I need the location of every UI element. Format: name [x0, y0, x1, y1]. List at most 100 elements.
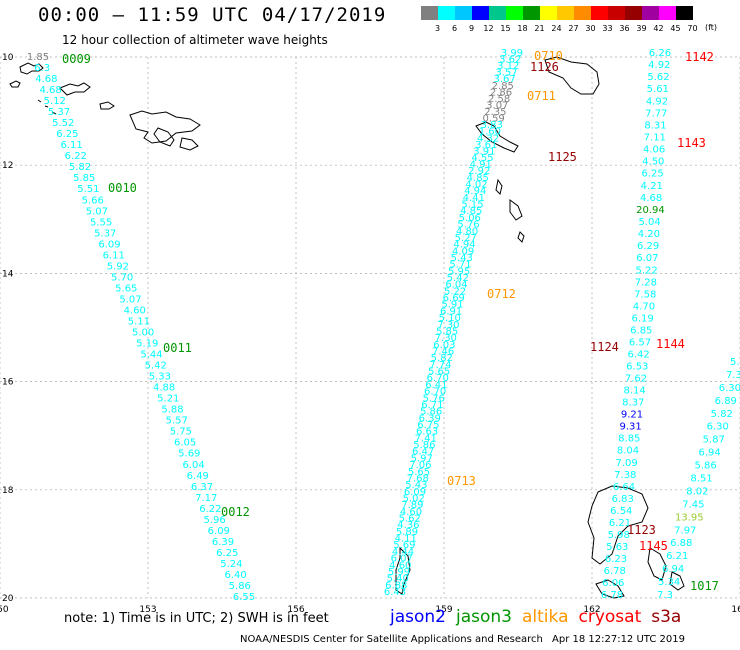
wave-height-value: 5.43	[405, 480, 427, 491]
wave-height-value: 6.89	[715, 396, 737, 407]
legend-item: s3a	[651, 607, 682, 627]
track-id-label: 1142	[685, 50, 714, 64]
wave-height-value: 4.11	[395, 534, 417, 545]
track-id-label: 0011	[163, 341, 192, 355]
wave-height-value: 5.52	[52, 118, 74, 129]
wave-height-value: 8.37	[622, 398, 644, 409]
scale-label: 33	[602, 24, 613, 33]
wave-height-value: 6.29	[637, 241, 659, 252]
wave-height-value: 3.61	[475, 140, 497, 151]
wave-height-value: 5.85	[73, 173, 95, 184]
wave-height-value: 5.92	[107, 261, 129, 272]
wave-height-value: 6.07	[636, 253, 658, 264]
track-id-label: 0711	[527, 89, 556, 103]
wave-height-value: 6.49	[187, 471, 209, 482]
wave-height-value: 7.77	[645, 108, 667, 119]
wave-height-value: 6.43	[384, 587, 406, 598]
wave-height-value: 5.82	[711, 409, 733, 420]
wave-height-value: 4.94	[464, 186, 486, 197]
wave-height-value: 7.3	[726, 370, 740, 381]
wave-height-value: 6.88	[385, 580, 407, 591]
y-tick-label: 16	[2, 378, 14, 388]
wave-height-value: 5.24	[220, 559, 242, 570]
wave-height-value: 6.11	[103, 250, 125, 261]
credit-text: NOAA/NESDIS Center for Satellite Applica…	[240, 634, 543, 645]
wave-height-value: 7.45	[682, 499, 704, 510]
wave-height-value: 5.33	[149, 372, 171, 383]
wave-height-value: 4.60	[400, 507, 422, 518]
satellite-legend: jason2 jason3 altika cryosat s3a	[390, 607, 691, 627]
track-id-label: 1143	[677, 136, 706, 150]
y-tick-label: 18	[2, 486, 14, 496]
wave-height-value: 5.87	[703, 435, 725, 446]
wave-height-value: 5.10	[439, 313, 461, 324]
legend-item: jason3	[456, 607, 512, 627]
coastline	[9, 80, 21, 88]
wave-height-value: 7.11	[644, 133, 666, 144]
coastline	[495, 178, 503, 195]
wave-height-value: 6.78	[601, 590, 623, 601]
wave-height-value: 5.89	[396, 527, 418, 538]
wave-height-value: 8.31	[644, 120, 666, 131]
wave-height-value: 5.44	[140, 350, 162, 361]
scale-swatch	[608, 6, 625, 20]
coastline	[19, 62, 44, 75]
wave-height-value: 6.09	[404, 487, 426, 498]
wave-height-value: 5.62	[399, 514, 421, 525]
wave-height-value: 6.37	[191, 482, 213, 493]
scale-label: 15	[500, 24, 511, 33]
wave-height-value: 6.3	[34, 63, 50, 74]
wave-height-value: 6.30	[707, 422, 729, 433]
wave-height-value: 5.96	[203, 515, 225, 526]
scale-label: 6	[451, 24, 458, 33]
wave-height-value: 6.06	[602, 578, 624, 589]
wave-height-value: 6.70	[427, 373, 449, 384]
wave-height-value: 5.15	[461, 200, 483, 211]
wave-height-value: 5.69	[178, 449, 200, 460]
wave-height-value: 5.86	[229, 581, 251, 592]
legend-item: jason2	[390, 607, 446, 627]
wave-height-value: 6.25	[641, 169, 663, 180]
wave-height-value: 6.11	[60, 140, 82, 151]
wave-height-value: 5.9	[730, 357, 740, 368]
wave-height-value: 5.85	[436, 327, 458, 338]
wave-height-value: 6.53	[626, 362, 648, 373]
wave-height-value: 5.12	[44, 96, 66, 107]
wave-height-value: 20.94	[636, 205, 665, 216]
coastline	[517, 231, 525, 243]
scale-label: 30	[585, 24, 596, 33]
wave-height-value: 5.40	[387, 574, 409, 585]
wave-height-value: 4.06	[643, 145, 665, 156]
scale-swatch	[421, 6, 438, 20]
coastline	[59, 82, 91, 96]
scale-swatch	[557, 6, 574, 20]
wave-height-value: 7.68	[407, 473, 429, 484]
wave-height-value: 5.86	[413, 440, 435, 451]
wave-height-value: 6.39	[419, 413, 441, 424]
wave-height-value: 6.03	[433, 340, 455, 351]
wave-height-value: 6.39	[212, 537, 234, 548]
wave-height-value: 2.35	[484, 107, 506, 118]
wave-height-value: 5.62	[647, 72, 669, 83]
x-tick-label: 150	[0, 605, 9, 615]
scale-swatch	[506, 6, 523, 20]
scale-label: 9	[468, 24, 475, 33]
wave-height-value: 6.07	[391, 554, 413, 565]
wave-height-value: 4.50	[642, 157, 664, 168]
wave-height-value: 7.97	[674, 525, 696, 536]
wave-height-value: 3.12	[497, 61, 519, 72]
wave-height-value: 5.55	[90, 217, 112, 228]
wave-height-value: 9.31	[619, 422, 641, 433]
y-tick-label: 12	[2, 161, 13, 171]
wave-height-value: 6.23	[605, 554, 627, 565]
wave-height-value: 5.82	[69, 162, 91, 173]
y-tick-label: 20	[2, 594, 14, 604]
wave-height-value: 5.70	[111, 272, 133, 283]
wave-height-value: 6.88	[670, 538, 692, 549]
wave-height-value: 6.83	[612, 494, 634, 505]
wave-height-value: 8.04	[617, 446, 639, 457]
wave-height-value: 5.02	[403, 494, 425, 505]
wave-height-value: 4.32	[477, 133, 499, 144]
wave-height-value: 7.46	[432, 347, 454, 358]
